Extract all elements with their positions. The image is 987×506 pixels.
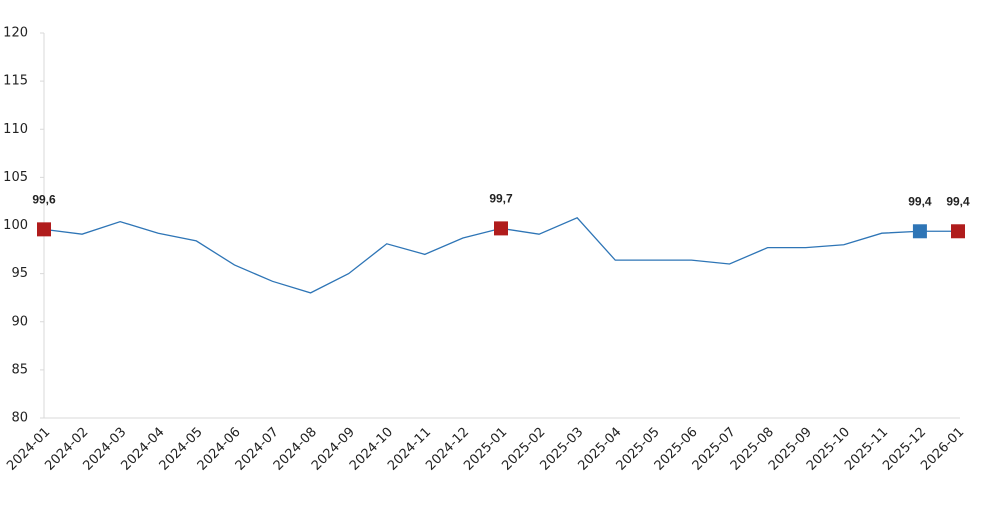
- y-tick-label: 85: [11, 362, 28, 377]
- y-tick-label: 120: [3, 26, 28, 41]
- y-tick-label: 80: [11, 411, 28, 426]
- y-tick-label: 110: [3, 122, 28, 137]
- y-tick-label: 100: [3, 218, 28, 233]
- value-label: 99,4: [908, 194, 932, 208]
- y-tick-label: 115: [3, 74, 28, 89]
- marker: [494, 221, 508, 236]
- y-tick-label: 105: [3, 170, 28, 185]
- marker: [912, 224, 927, 239]
- y-tick-label: 95: [11, 266, 28, 281]
- value-label: 99,6: [32, 193, 56, 207]
- y-tick-label: 90: [11, 314, 28, 329]
- marker: [37, 222, 51, 237]
- value-label: 99,4: [946, 194, 970, 208]
- marker: [951, 224, 965, 239]
- value-label: 99,7: [489, 192, 513, 206]
